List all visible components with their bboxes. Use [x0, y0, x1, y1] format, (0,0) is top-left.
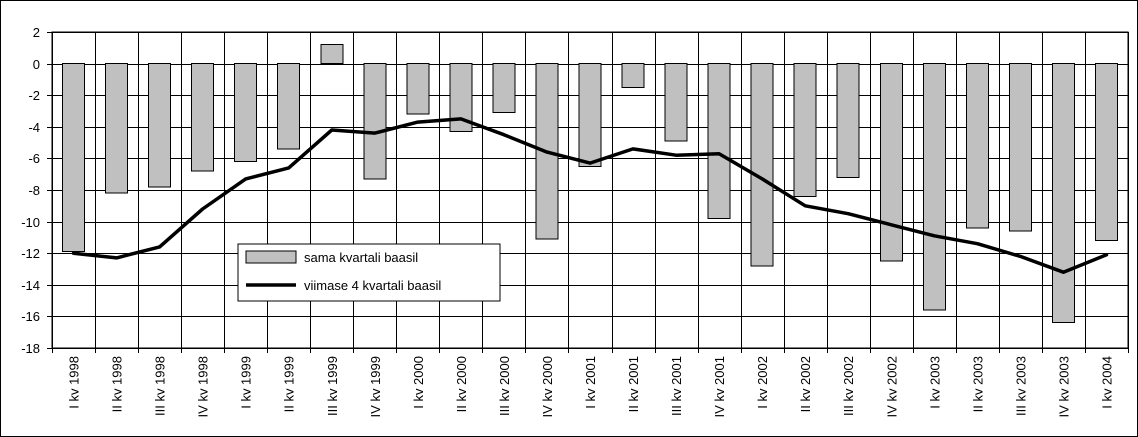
x-tick-label: III kv 2003 [1013, 356, 1028, 416]
bar [62, 63, 86, 253]
x-tick-label: II kv 2001 [626, 356, 641, 412]
y-tick-label: -4 [28, 120, 40, 135]
bar [707, 63, 731, 219]
bar [1008, 63, 1032, 232]
y-tick-label: -10 [21, 215, 40, 230]
legend-label-bar: sama kvartali baasil [304, 250, 418, 265]
bar [492, 63, 516, 114]
x-tick-label: III kv 1999 [325, 356, 340, 416]
bar [664, 63, 688, 142]
x-tick-label: III kv 2000 [497, 356, 512, 416]
x-tick-label: I kv 1999 [239, 356, 254, 409]
y-tick-label: -18 [21, 341, 40, 356]
x-tick-label: II kv 2003 [970, 356, 985, 412]
y-tick-label: 0 [33, 57, 40, 72]
bar [277, 63, 301, 150]
bar [750, 63, 774, 267]
x-tick-label: IV kv 1998 [196, 356, 211, 417]
y-tick-label: -16 [21, 309, 40, 324]
legend: sama kvartali baasil viimase 4 kvartali … [237, 243, 501, 302]
x-tick-label: II kv 2000 [454, 356, 469, 412]
x-tick-label: I kv 2004 [1099, 356, 1114, 409]
bar [406, 63, 430, 115]
x-tick-label: III kv 2001 [669, 356, 684, 416]
x-tick-label: IV kv 2003 [1056, 356, 1071, 417]
y-tick-label: -8 [28, 183, 40, 198]
x-tick-label: IV kv 2000 [540, 356, 555, 417]
y-tick-label: -2 [28, 88, 40, 103]
x-tick-label: IV kv 2001 [712, 356, 727, 417]
x-tick-label: II kv 1999 [282, 356, 297, 412]
y-tick-label: -6 [28, 151, 40, 166]
x-tick-label: III kv 2002 [841, 356, 856, 416]
x-tick-label: II kv 1998 [110, 356, 125, 412]
bar [191, 63, 215, 172]
bar [922, 63, 946, 311]
bar [793, 63, 817, 197]
x-tick-label: II kv 2002 [798, 356, 813, 412]
bar [105, 63, 129, 194]
line-series [71, 117, 1109, 274]
legend-swatch-bar [245, 250, 297, 264]
plot-area: 2 0 -2 -4 -6 -8 -10 -12 -14 -16 -18 I kv 1998 II kv … [21, 25, 1129, 417]
bar [1094, 63, 1118, 242]
x-tick-label: I kv 2000 [411, 356, 426, 409]
x-tick-label: I kv 2003 [927, 356, 942, 409]
legend-label-line: viimase 4 kvartali baasil [304, 278, 441, 293]
bar [836, 63, 860, 178]
x-tick-label: III kv 1998 [153, 356, 168, 416]
x-tick-label: I kv 1998 [67, 356, 82, 409]
bar [1051, 63, 1075, 324]
bar [363, 63, 387, 180]
bar [621, 63, 645, 88]
x-tick-label: IV kv 1999 [368, 356, 383, 417]
bar [234, 63, 258, 163]
bar [320, 44, 344, 65]
bar [965, 63, 989, 229]
bar [148, 63, 172, 188]
bar [879, 63, 903, 262]
y-tick-label: 2 [33, 25, 40, 40]
x-tick-label: I kv 2002 [755, 356, 770, 409]
y-tick-label: -14 [21, 278, 40, 293]
x-tick-label: IV kv 2002 [884, 356, 899, 417]
x-tick-label: I kv 2001 [583, 356, 598, 409]
y-tick-label: -12 [21, 246, 40, 261]
bar [578, 63, 602, 167]
bar [449, 63, 473, 133]
